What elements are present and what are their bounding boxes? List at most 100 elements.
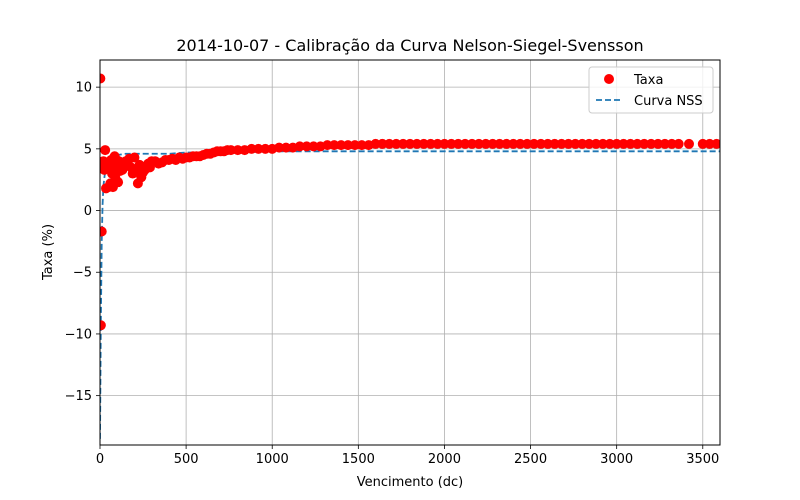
taxa-point (577, 138, 588, 149)
y-tick-label: 5 (84, 142, 92, 157)
taxa-point (329, 140, 340, 151)
x-tick-label: 2000 (428, 452, 461, 467)
legend-marker-taxa (604, 74, 614, 84)
grid (99, 60, 720, 445)
taxa-point (711, 138, 720, 149)
taxa-point (308, 141, 319, 152)
taxa-point (704, 138, 715, 149)
y-tick-label: 10 (75, 81, 92, 96)
taxa-point (639, 138, 650, 149)
taxa-point (467, 138, 477, 149)
taxa-point (100, 145, 111, 156)
taxa-point (301, 141, 312, 152)
x-tick-label: 1000 (256, 452, 289, 467)
y-axis-label: Taxa (%) (41, 224, 56, 281)
nss-curve-line (100, 150, 720, 439)
taxa-point (501, 138, 512, 149)
taxa-point (542, 138, 553, 149)
taxa-point (666, 138, 677, 149)
taxa-point (446, 138, 457, 149)
taxa-point (529, 138, 539, 149)
taxa-point (480, 138, 491, 149)
taxa-point (100, 73, 106, 84)
taxa-point (535, 138, 546, 149)
taxa-point (549, 138, 560, 149)
legend-label-taxa: Taxa (633, 73, 663, 88)
taxa-point (384, 138, 395, 149)
taxa-point (418, 138, 429, 149)
taxa-point (377, 138, 388, 149)
taxa-point (653, 138, 663, 149)
taxa-point (604, 138, 615, 149)
series-layer (100, 73, 720, 439)
x-tick-label: 0 (96, 452, 104, 467)
taxa-point (260, 143, 271, 154)
x-tick-label: 2500 (514, 452, 547, 467)
taxa-point (349, 140, 360, 151)
taxa-point (570, 138, 581, 149)
taxa-point (697, 138, 708, 149)
taxa-point (246, 143, 257, 154)
taxa-point (113, 177, 124, 188)
taxa-point (425, 138, 436, 149)
taxa-point (129, 152, 140, 163)
taxa-point (673, 138, 684, 149)
x-tick-label: 1500 (342, 452, 375, 467)
taxa-point (473, 138, 484, 149)
taxa-point (253, 143, 264, 154)
taxa-point (411, 138, 422, 149)
x-tick-label: 3500 (686, 452, 719, 467)
y-tick-label: 0 (84, 204, 92, 219)
taxa-point (522, 138, 533, 149)
taxa-point (460, 138, 471, 149)
x-axis-label: Vencimento (dc) (357, 475, 464, 490)
y-tick-label: −5 (73, 266, 92, 281)
y-axis: −15 −10 −5 0 5 10 (65, 81, 100, 404)
taxa-point (556, 138, 567, 149)
taxa-point (563, 138, 574, 149)
taxa-point (439, 138, 450, 149)
taxa-point (322, 140, 333, 151)
legend: Taxa Curva NSS (588, 66, 714, 114)
taxa-point (632, 138, 643, 149)
taxa-point (281, 142, 291, 153)
x-axis: 0 500 1000 1500 2000 2500 3000 3500 (96, 445, 719, 467)
taxa-point (584, 138, 595, 149)
taxa-point (370, 138, 381, 149)
taxa-point (100, 320, 106, 331)
taxa-point (646, 138, 657, 149)
taxa-point (684, 138, 694, 149)
taxa-point (294, 141, 305, 152)
taxa-point (356, 140, 367, 151)
taxa-point (508, 138, 519, 149)
taxa-point (336, 140, 347, 151)
taxa-point (343, 140, 353, 151)
taxa-point (611, 138, 622, 149)
taxa-point (494, 138, 505, 149)
taxa-point (659, 138, 670, 149)
taxa-point (618, 138, 629, 149)
taxa-point (597, 138, 608, 149)
taxa-point (625, 138, 636, 149)
x-tick-label: 500 (174, 452, 199, 467)
legend-box (588, 66, 714, 114)
plot-frame (99, 59, 721, 446)
taxa-point (398, 138, 409, 149)
taxa-point (391, 138, 402, 149)
y-tick-label: −15 (65, 389, 92, 404)
taxa-point (405, 138, 415, 149)
taxa-point (232, 145, 243, 156)
taxa-point (591, 138, 601, 149)
taxa-point (274, 142, 285, 153)
taxa-point (225, 145, 236, 156)
taxa-point (515, 138, 526, 149)
taxa-point (100, 226, 107, 237)
x-tick-label: 3000 (600, 452, 633, 467)
taxa-point (487, 138, 498, 149)
taxa-point (453, 138, 464, 149)
chart-title: 2014-10-07 - Calibração da Curva Nelson-… (176, 36, 643, 55)
taxa-point (432, 138, 443, 149)
y-tick-label: −10 (65, 327, 92, 342)
legend-label-curva: Curva NSS (634, 94, 703, 109)
